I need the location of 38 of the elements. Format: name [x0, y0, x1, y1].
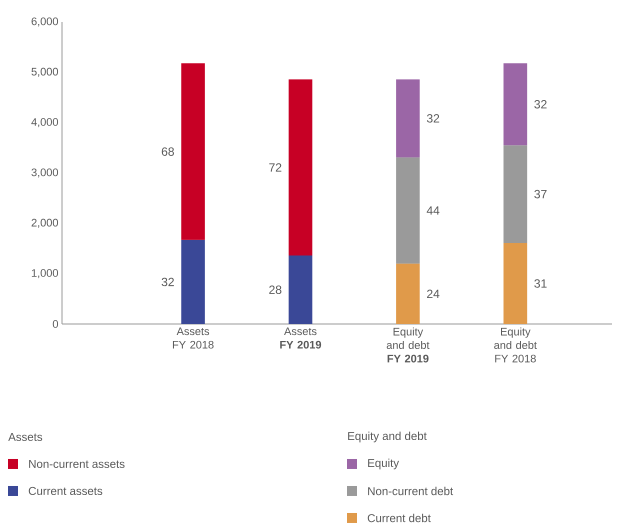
- y-tick-label: 1,000: [32, 269, 58, 278]
- annotation: 28: [269, 286, 282, 294]
- bar: [504, 242, 528, 324]
- legend-label: Non-current debt: [368, 486, 454, 496]
- text: Assets: [8, 432, 42, 441]
- annotation: 68: [162, 147, 174, 156]
- bar: [396, 264, 420, 324]
- bar: [504, 63, 528, 146]
- annotation: 44: [426, 206, 440, 215]
- y-tick-label: 4,000: [31, 118, 58, 128]
- y-tick-label: 6,000: [32, 17, 58, 27]
- annotation: 32: [426, 114, 440, 123]
- x-tick-label: Equity and debt FY 2018: [494, 328, 537, 362]
- bar: [181, 63, 205, 240]
- y-tick-label: 2,000: [32, 218, 58, 228]
- legend-label: Non-current assets: [29, 460, 125, 468]
- bar: [181, 240, 205, 324]
- bar: [504, 145, 528, 243]
- legend-label: Equity: [368, 458, 400, 470]
- bar: [396, 79, 420, 158]
- x-tick-label: Assets FY 2018: [172, 328, 214, 349]
- y-tick-label: 3,000: [31, 168, 58, 178]
- annotation: 24: [427, 290, 440, 298]
- legend-label: Current debt: [368, 514, 431, 522]
- y-tick-label: 0: [52, 320, 58, 328]
- annotation: 32: [162, 278, 174, 286]
- annotation: 31: [534, 279, 547, 288]
- bar: [288, 256, 312, 324]
- y-tick-label: 5,000: [32, 68, 58, 77]
- text: Equity and debt: [348, 432, 427, 442]
- bar: [288, 79, 312, 256]
- x-tick-label: Equity and debt FY 2019: [386, 328, 430, 362]
- annotation: 72: [269, 163, 282, 172]
- annotation: 32: [534, 100, 547, 109]
- bar: [396, 157, 420, 264]
- x-tick-label: Assets FY 2019: [280, 328, 322, 349]
- annotation: 37: [534, 190, 547, 198]
- legend-label: Current assets: [28, 486, 102, 496]
